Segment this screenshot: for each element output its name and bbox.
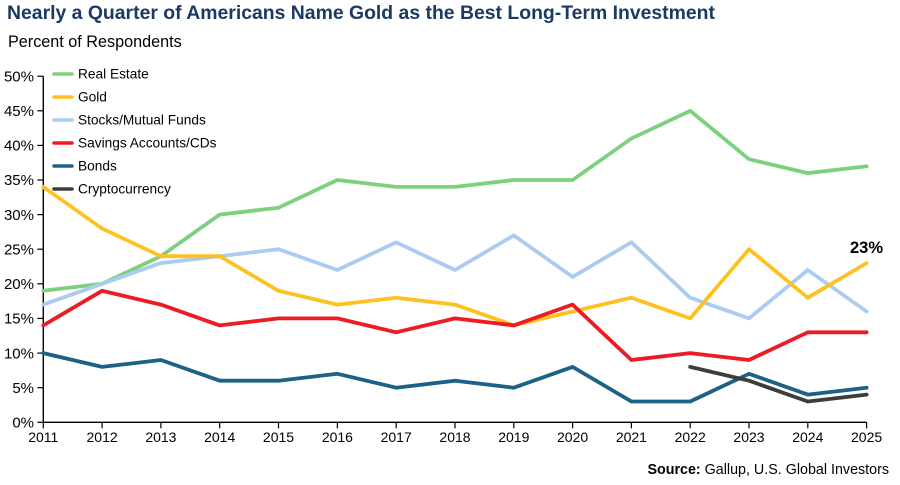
svg-text:45%: 45% — [4, 103, 34, 120]
svg-text:20%: 20% — [4, 276, 34, 293]
svg-text:Savings Accounts/CDs: Savings Accounts/CDs — [78, 136, 217, 151]
svg-text:23%: 23% — [850, 239, 883, 257]
svg-text:2018: 2018 — [439, 429, 470, 445]
svg-text:2020: 2020 — [557, 429, 588, 445]
svg-text:10%: 10% — [4, 345, 34, 362]
svg-text:2024: 2024 — [792, 429, 823, 445]
svg-text:Real Estate: Real Estate — [78, 67, 149, 82]
svg-text:50%: 50% — [4, 68, 34, 85]
svg-text:2019: 2019 — [498, 429, 529, 445]
svg-text:2013: 2013 — [145, 429, 176, 445]
svg-text:2025: 2025 — [851, 429, 882, 445]
svg-text:15%: 15% — [4, 311, 34, 328]
svg-text:2016: 2016 — [322, 429, 353, 445]
svg-text:30%: 30% — [4, 207, 34, 224]
svg-text:2021: 2021 — [616, 429, 647, 445]
svg-text:Bonds: Bonds — [78, 159, 117, 174]
svg-text:2022: 2022 — [675, 429, 706, 445]
svg-text:Gold: Gold — [78, 90, 107, 105]
svg-text:2011: 2011 — [28, 429, 58, 445]
svg-text:2017: 2017 — [381, 429, 412, 445]
svg-text:5%: 5% — [12, 380, 34, 397]
svg-text:40%: 40% — [4, 138, 34, 155]
svg-text:Stocks/Mutual Funds: Stocks/Mutual Funds — [78, 113, 206, 128]
svg-text:Cryptocurrency: Cryptocurrency — [78, 182, 171, 197]
svg-text:2023: 2023 — [733, 429, 764, 445]
svg-text:2012: 2012 — [87, 429, 118, 445]
svg-text:2015: 2015 — [263, 429, 294, 445]
svg-text:25%: 25% — [4, 241, 34, 258]
svg-text:35%: 35% — [4, 172, 34, 189]
svg-text:2014: 2014 — [204, 429, 235, 445]
